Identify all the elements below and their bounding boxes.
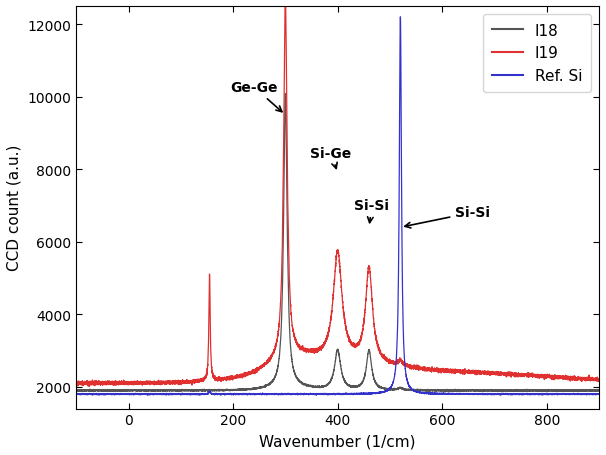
- I19: [262, 361, 269, 367]
- Ref. Si: [596, 391, 603, 397]
- I19: [73, 380, 80, 386]
- I18: [596, 387, 603, 393]
- Line: I18: I18: [76, 94, 599, 392]
- I19: [596, 377, 603, 382]
- Text: Ge-Ge: Ge-Ge: [230, 81, 282, 112]
- Ref. Si: [488, 391, 496, 397]
- Line: Ref. Si: Ref. Si: [76, 18, 599, 395]
- Ref. Si: [405, 382, 412, 388]
- I19: [282, 0, 289, 1]
- I18: [460, 388, 467, 394]
- I18: [405, 388, 412, 393]
- I18: [262, 384, 269, 389]
- Text: Si-Ge: Si-Ge: [310, 146, 351, 169]
- Y-axis label: CCD count (a.u.): CCD count (a.u.): [7, 145, 22, 271]
- I19: [85, 384, 93, 389]
- Text: Si-Si: Si-Si: [355, 199, 390, 223]
- Ref. Si: [382, 388, 389, 394]
- I18: [73, 388, 80, 393]
- Legend: I18, I19, Ref. Si: I18, I19, Ref. Si: [483, 15, 591, 93]
- Text: Si-Si: Si-Si: [405, 206, 490, 228]
- Ref. Si: [73, 391, 80, 397]
- I19: [405, 364, 412, 369]
- Ref. Si: [397, 15, 404, 20]
- I19: [382, 357, 389, 362]
- I18: [382, 386, 389, 391]
- I19: [488, 371, 496, 377]
- I19: [99, 381, 106, 386]
- Ref. Si: [262, 391, 269, 397]
- X-axis label: Wavenumber (1/cm): Wavenumber (1/cm): [259, 433, 416, 448]
- I18: [99, 388, 106, 393]
- I19: [461, 370, 468, 375]
- Ref. Si: [461, 391, 468, 396]
- Line: I19: I19: [76, 0, 599, 387]
- I18: [570, 389, 578, 394]
- I18: [282, 91, 289, 97]
- I18: [488, 389, 496, 394]
- Ref. Si: [313, 393, 320, 398]
- Ref. Si: [99, 391, 106, 397]
